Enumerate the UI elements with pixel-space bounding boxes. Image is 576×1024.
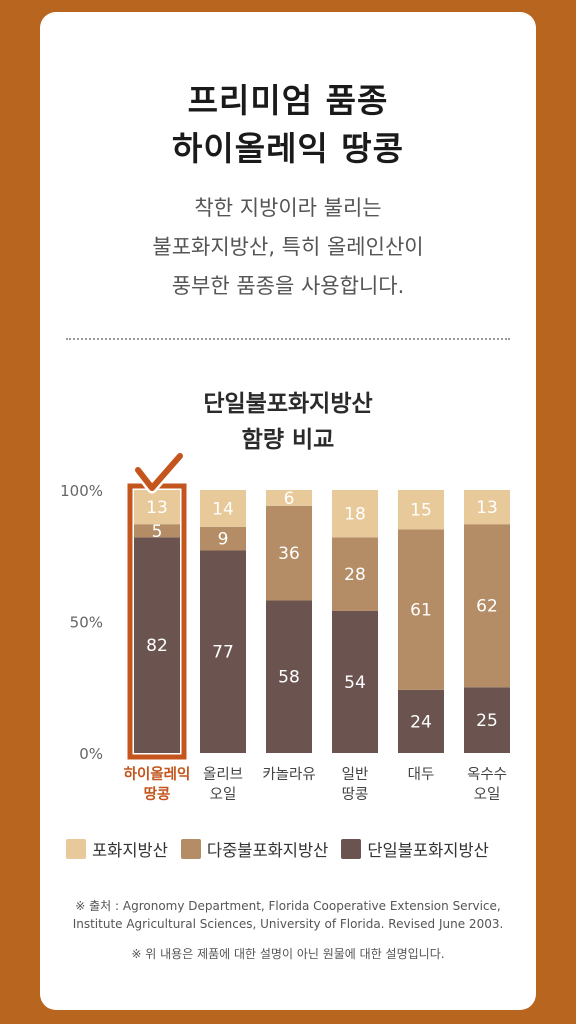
bar-value-label: 28: [344, 565, 366, 585]
category-label: 카놀라유: [262, 766, 315, 783]
category-label: 땅콩: [342, 786, 369, 803]
bar-segment-mono: [332, 610, 378, 753]
bar-value-label: 24: [410, 712, 432, 732]
bar-segment-saturated: [134, 490, 180, 525]
description-line-1: 착한 지방이라 불리는: [194, 196, 382, 220]
page-title-line1: 프리미엄 품종: [187, 81, 389, 120]
category-label: 옥수수: [467, 766, 507, 783]
bar-segment-poly: [464, 524, 510, 688]
bar-value-label: 77: [212, 643, 234, 663]
check-icon: [135, 453, 183, 491]
legend-swatch-poly: [180, 839, 201, 859]
bar-value-label: 6: [284, 489, 295, 509]
chart-legend: 포화지방산 다중불포화지방산 단일불포화지방산: [66, 836, 516, 862]
disclaimer: ※ 위 내용은 제품에 대한 설명이 아닌 원물에 대한 설명입니다.: [131, 947, 445, 961]
bar-segment-mono: [200, 550, 246, 753]
legend-swatch-saturated: [66, 839, 86, 859]
legend-item-poly: 다중불포화지방산: [180, 837, 329, 861]
category-label: 대두: [408, 766, 435, 783]
bar-value-label: 58: [278, 668, 300, 688]
legend-swatch-mono: [341, 839, 362, 859]
chart-title-line-1: 단일불포화지방산: [203, 391, 373, 417]
bar-segment-mono: [464, 687, 510, 753]
legend-label-saturated: 포화지방산: [92, 841, 168, 860]
bar-segment-saturated: [200, 490, 246, 527]
category-label: 하이올레익: [124, 765, 191, 783]
category-label: 일반: [342, 766, 369, 783]
source-line-2: Institute Agricultural Sciences, Univers…: [72, 917, 504, 931]
bar-segment-poly: [134, 524, 180, 538]
bar-value-label: 14: [212, 499, 234, 519]
legend-label-mono: 단일불포화지방산: [367, 841, 489, 860]
bar-value-label: 25: [476, 711, 498, 731]
bar-value-label: 62: [476, 597, 498, 617]
bar-segment-mono: [398, 689, 444, 753]
bar-segment-saturated: [464, 490, 510, 525]
bar-value-label: 36: [278, 544, 300, 564]
bar-value-label: 54: [344, 673, 366, 693]
category-label: 오일: [474, 786, 501, 803]
bar-value-label: 82: [146, 636, 168, 656]
bar-value-label: 13: [476, 498, 498, 518]
source-line-1: ※ 출처 : Agronomy Department, Florida Coop…: [75, 899, 501, 913]
bar-segment-mono: [134, 537, 180, 753]
bar-value-label: 15: [410, 501, 432, 521]
bar-value-label: 5: [152, 522, 163, 542]
bar-segment-poly: [266, 505, 312, 601]
description-line-3: 풍부한 품종을 사용합니다.: [171, 274, 405, 298]
bar-value-label: 9: [218, 530, 229, 550]
bar-segment-poly: [200, 526, 246, 551]
y-tick-label: 100%: [60, 482, 103, 500]
chart-title-line-2: 함량 비교: [241, 427, 335, 453]
category-label: 올리브: [203, 766, 243, 783]
legend-item-saturated: 포화지방산: [66, 837, 168, 861]
dotted-divider: [66, 338, 510, 340]
bar-segment-poly: [398, 529, 444, 690]
page-title-line2: 하이올레익 땅콩: [171, 129, 404, 168]
bar-segment-saturated: [332, 490, 378, 538]
y-tick-label: 50%: [70, 614, 103, 632]
description-line-2: 불포화지방산, 특히 올레인산이: [152, 235, 424, 259]
bar-value-label: 13: [146, 498, 168, 518]
bar-segment-saturated: [266, 490, 312, 506]
bar-value-label: 61: [410, 601, 432, 621]
category-label: 땅콩: [144, 786, 171, 803]
legend-label-poly: 다중불포화지방산: [206, 841, 329, 860]
legend-item-mono: 단일불포화지방산: [341, 837, 489, 861]
bar-value-label: 18: [344, 505, 366, 525]
category-label: 오일: [210, 786, 237, 803]
bar-segment-poly: [332, 537, 378, 611]
y-tick-label: 0%: [79, 745, 103, 763]
bar-segment-mono: [266, 600, 312, 753]
bar-segment-saturated: [398, 490, 444, 530]
